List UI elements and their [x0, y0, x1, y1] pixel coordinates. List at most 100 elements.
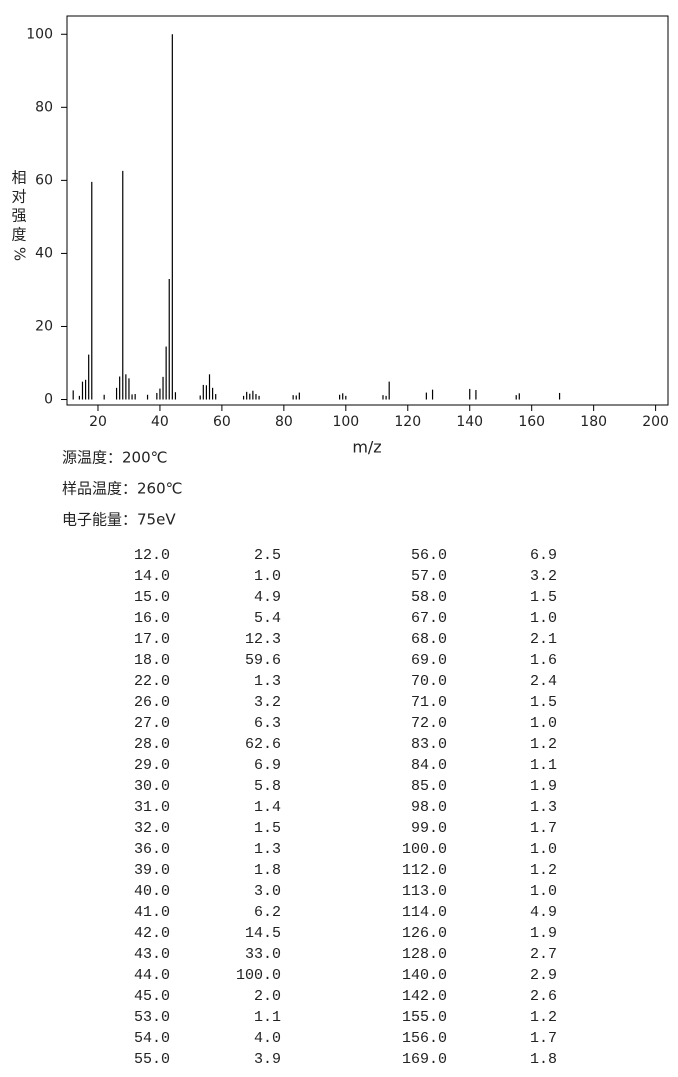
table-cell: 3.0 — [254, 883, 281, 900]
table-cell: 12.0 — [134, 547, 170, 564]
table-cell: 1.6 — [530, 652, 557, 669]
table-cell: 59.6 — [245, 652, 281, 669]
plot-frame — [66, 15, 669, 406]
table-cell: 1.4 — [254, 799, 281, 816]
table-cell: 28.0 — [134, 736, 170, 753]
table-cell: 6.3 — [254, 715, 281, 732]
y-tick-label: 20 — [35, 318, 53, 334]
x-tick-label: 200 — [642, 414, 669, 430]
table-cell: 62.6 — [245, 736, 281, 753]
table-cell: 1.7 — [530, 820, 557, 837]
table-cell: 16.0 — [134, 610, 170, 627]
table-cell: 15.0 — [134, 589, 170, 606]
table-cell: 98.0 — [411, 799, 447, 816]
table-cell: 4.0 — [254, 1030, 281, 1047]
table-cell: 1.5 — [254, 820, 281, 837]
table-cell: 56.0 — [411, 547, 447, 564]
table-cell: 69.0 — [411, 652, 447, 669]
table-cell: 6.9 — [530, 547, 557, 564]
table-cell: 71.0 — [411, 694, 447, 711]
y-tick-label: 0 — [44, 392, 53, 408]
table-cell: 54.0 — [134, 1030, 170, 1047]
table-cell: 2.0 — [254, 988, 281, 1005]
table-cell: 17.0 — [134, 631, 170, 648]
x-tick-label: 80 — [275, 414, 293, 430]
table-cell: 3.2 — [254, 694, 281, 711]
table-cell: 36.0 — [134, 841, 170, 858]
table-cell: 12.3 — [245, 631, 281, 648]
table-cell: 68.0 — [411, 631, 447, 648]
table-cell: 2.1 — [530, 631, 557, 648]
table-cell: 39.0 — [134, 862, 170, 879]
y-axis-label: 相 — [11, 169, 26, 187]
y-axis-label: 度 — [11, 226, 26, 244]
y-axis-label: % — [11, 247, 29, 261]
table-cell: 43.0 — [134, 946, 170, 963]
x-axis-label: m/z — [352, 438, 381, 457]
table-cell: 100.0 — [236, 967, 281, 984]
x-tick-label: 180 — [580, 414, 607, 430]
table-cell: 128.0 — [402, 946, 447, 963]
x-tick-label: 100 — [332, 414, 359, 430]
table-cell: 26.0 — [134, 694, 170, 711]
table-cell: 1.0 — [530, 883, 557, 900]
table-cell: 142.0 — [402, 988, 447, 1005]
table-cell: 40.0 — [134, 883, 170, 900]
table-cell: 72.0 — [411, 715, 447, 732]
table-cell: 6.9 — [254, 757, 281, 774]
table-cell: 2.5 — [254, 547, 281, 564]
table-cell: 1.9 — [530, 925, 557, 942]
table-cell: 1.3 — [530, 799, 557, 816]
table-cell: 84.0 — [411, 757, 447, 774]
table-cell: 2.4 — [530, 673, 557, 690]
table-cell: 1.0 — [530, 841, 557, 858]
info-line: 电子能量：75eV — [62, 511, 176, 529]
table-cell: 70.0 — [411, 673, 447, 690]
table-cell: 83.0 — [411, 736, 447, 753]
x-tick-label: 60 — [213, 414, 231, 430]
table-cell: 42.0 — [134, 925, 170, 942]
table-cell: 31.0 — [134, 799, 170, 816]
table-cell: 27.0 — [134, 715, 170, 732]
table-cell: 1.3 — [254, 841, 281, 858]
table-cell: 2.9 — [530, 967, 557, 984]
table-cell: 140.0 — [402, 967, 447, 984]
table-cell: 85.0 — [411, 778, 447, 795]
table-cell: 169.0 — [402, 1051, 447, 1068]
table-cell: 41.0 — [134, 904, 170, 921]
y-axis-label: 强 — [11, 207, 26, 225]
table-cell: 1.0 — [530, 610, 557, 627]
table-cell: 155.0 — [402, 1009, 447, 1026]
table-cell: 57.0 — [411, 568, 447, 585]
table-cell: 113.0 — [402, 883, 447, 900]
y-tick-label: 60 — [35, 172, 53, 188]
table-cell: 14.5 — [245, 925, 281, 942]
table-cell: 32.0 — [134, 820, 170, 837]
table-cell: 5.8 — [254, 778, 281, 795]
table-cell: 45.0 — [134, 988, 170, 1005]
table-cell: 1.5 — [530, 589, 557, 606]
y-tick-label: 40 — [35, 245, 53, 261]
table-cell: 4.9 — [254, 589, 281, 606]
table-cell: 1.9 — [530, 778, 557, 795]
info-line: 样品温度：260℃ — [62, 480, 182, 498]
table-cell: 18.0 — [134, 652, 170, 669]
table-cell: 4.9 — [530, 904, 557, 921]
table-cell: 1.1 — [254, 1009, 281, 1026]
x-tick-label: 160 — [518, 414, 545, 430]
table-cell: 1.2 — [530, 736, 557, 753]
table-cell: 29.0 — [134, 757, 170, 774]
table-cell: 99.0 — [411, 820, 447, 837]
table-cell: 2.7 — [530, 946, 557, 963]
table-cell: 22.0 — [134, 673, 170, 690]
table-cell: 44.0 — [134, 967, 170, 984]
table-cell: 3.9 — [254, 1051, 281, 1068]
table-cell: 2.6 — [530, 988, 557, 1005]
x-tick-label: 140 — [456, 414, 483, 430]
table-cell: 58.0 — [411, 589, 447, 606]
table-cell: 30.0 — [134, 778, 170, 795]
table-cell: 1.5 — [530, 694, 557, 711]
x-tick-label: 120 — [394, 414, 421, 430]
table-cell: 1.8 — [254, 862, 281, 879]
table-cell: 1.0 — [530, 715, 557, 732]
